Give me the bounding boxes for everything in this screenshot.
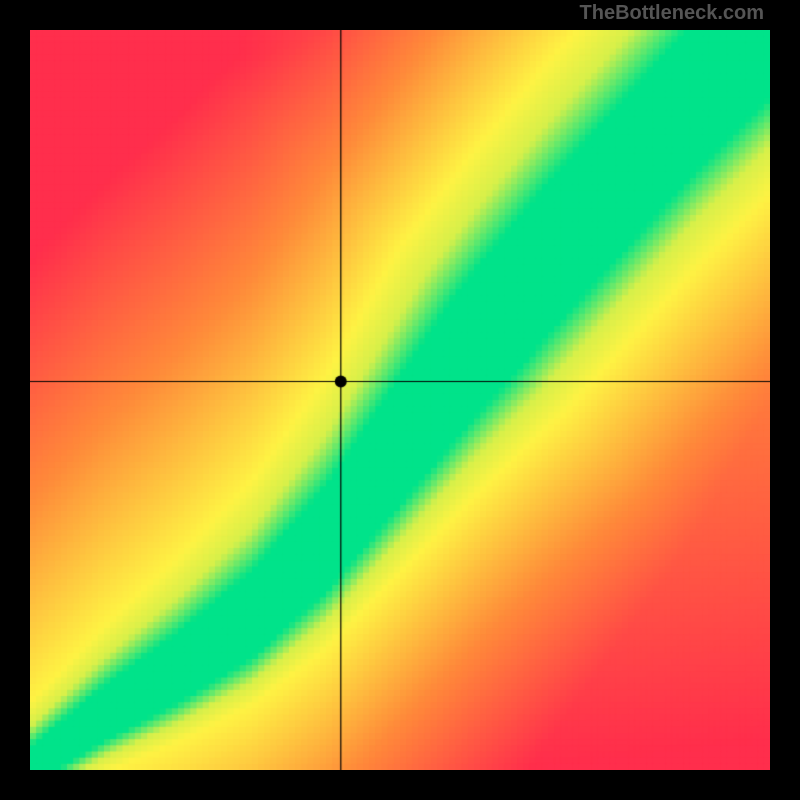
attribution-text: TheBottleneck.com — [580, 2, 764, 25]
bottleneck-heatmap — [30, 30, 770, 770]
heatmap-canvas — [30, 30, 770, 770]
